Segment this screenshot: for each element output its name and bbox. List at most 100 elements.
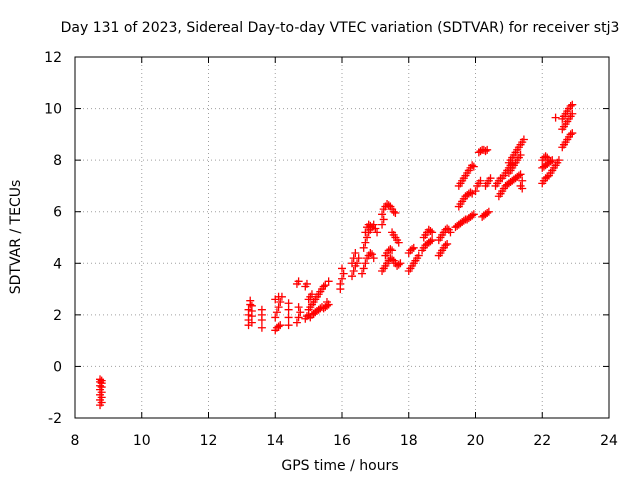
data-point xyxy=(469,162,478,171)
data-point xyxy=(338,264,346,273)
data-point xyxy=(379,215,388,224)
y-tick-label: 4 xyxy=(53,256,62,272)
data-point xyxy=(426,237,435,246)
data-point xyxy=(319,282,328,291)
data-points xyxy=(96,100,577,410)
data-point xyxy=(546,157,555,166)
data-point xyxy=(296,308,305,317)
data-point xyxy=(349,267,358,276)
data-point xyxy=(394,260,403,269)
data-point xyxy=(366,248,375,257)
data-point xyxy=(516,170,525,179)
x-tick-label: 16 xyxy=(333,433,351,449)
data-point xyxy=(348,272,357,281)
x-tick-label: 14 xyxy=(266,433,284,449)
data-point xyxy=(294,313,303,322)
x-tick-label: 22 xyxy=(533,433,551,449)
data-point xyxy=(338,274,346,283)
data-point xyxy=(466,188,475,197)
data-point xyxy=(543,172,552,181)
data-point xyxy=(97,376,106,385)
y-tick-label: 6 xyxy=(53,205,62,221)
data-point xyxy=(324,277,333,286)
data-point xyxy=(483,145,492,154)
data-point xyxy=(483,209,492,218)
data-point xyxy=(284,313,293,322)
data-point xyxy=(389,207,398,216)
y-tick-label: 8 xyxy=(53,153,62,169)
data-point xyxy=(441,241,450,250)
grid-lines xyxy=(75,57,609,418)
x-axis-label: GPS time / hours xyxy=(281,458,398,474)
data-point xyxy=(394,238,403,247)
y-tick-label: 0 xyxy=(53,359,62,375)
data-point xyxy=(391,209,400,218)
data-point xyxy=(274,322,283,331)
y-tick-label: 12 xyxy=(44,50,62,66)
data-point xyxy=(518,176,527,185)
data-point xyxy=(294,277,303,286)
data-point xyxy=(446,228,455,237)
data-point xyxy=(257,323,266,332)
data-point xyxy=(349,254,358,263)
data-point xyxy=(443,239,452,248)
data-point xyxy=(244,305,253,314)
data-point xyxy=(396,259,405,268)
data-point xyxy=(359,264,368,273)
data-point xyxy=(348,259,357,268)
data-point xyxy=(468,161,477,170)
data-point xyxy=(541,152,550,161)
data-point xyxy=(568,109,577,118)
data-point xyxy=(388,246,397,255)
data-point xyxy=(246,296,255,305)
axis-ticks xyxy=(74,56,610,419)
data-point xyxy=(481,147,490,156)
data-point xyxy=(568,100,577,109)
y-tick-labels: -2 0 2 4 6 8 10 12 xyxy=(44,50,62,427)
x-tick-label: 18 xyxy=(400,433,418,449)
data-point xyxy=(294,303,303,312)
data-point xyxy=(414,251,423,260)
data-point xyxy=(96,375,105,384)
data-point xyxy=(272,308,281,317)
data-point xyxy=(378,210,387,219)
data-point xyxy=(336,279,345,288)
data-point xyxy=(484,207,493,216)
data-point xyxy=(469,210,478,219)
data-point xyxy=(471,187,480,196)
data-point xyxy=(426,227,435,236)
data-point xyxy=(468,211,477,220)
data-point xyxy=(271,313,280,322)
data-point xyxy=(486,174,495,183)
data-point xyxy=(409,243,418,252)
data-point xyxy=(544,156,553,165)
data-point xyxy=(428,228,437,237)
data-point xyxy=(373,228,382,237)
data-point xyxy=(276,321,285,330)
data-point xyxy=(443,224,452,233)
data-point xyxy=(302,312,311,321)
data-point xyxy=(292,318,301,327)
data-point xyxy=(274,292,283,301)
data-point xyxy=(361,238,370,247)
y-tick-label: 10 xyxy=(44,102,62,118)
data-point xyxy=(496,174,505,183)
data-point xyxy=(351,248,360,257)
data-point xyxy=(568,129,577,138)
data-point xyxy=(369,254,378,263)
data-point xyxy=(388,255,397,264)
data-point xyxy=(307,290,316,299)
data-point xyxy=(284,321,293,330)
data-point xyxy=(551,113,560,122)
data-point xyxy=(554,156,563,165)
y-axis-label: SDTVAR / TECUs xyxy=(8,180,24,295)
data-point xyxy=(363,233,372,242)
x-tick-label: 24 xyxy=(600,433,618,449)
data-point xyxy=(516,181,525,190)
data-point xyxy=(566,130,575,139)
x-tick-label: 20 xyxy=(467,433,485,449)
y-tick-label: -2 xyxy=(48,411,62,427)
data-point xyxy=(378,220,387,229)
data-point xyxy=(257,305,266,314)
